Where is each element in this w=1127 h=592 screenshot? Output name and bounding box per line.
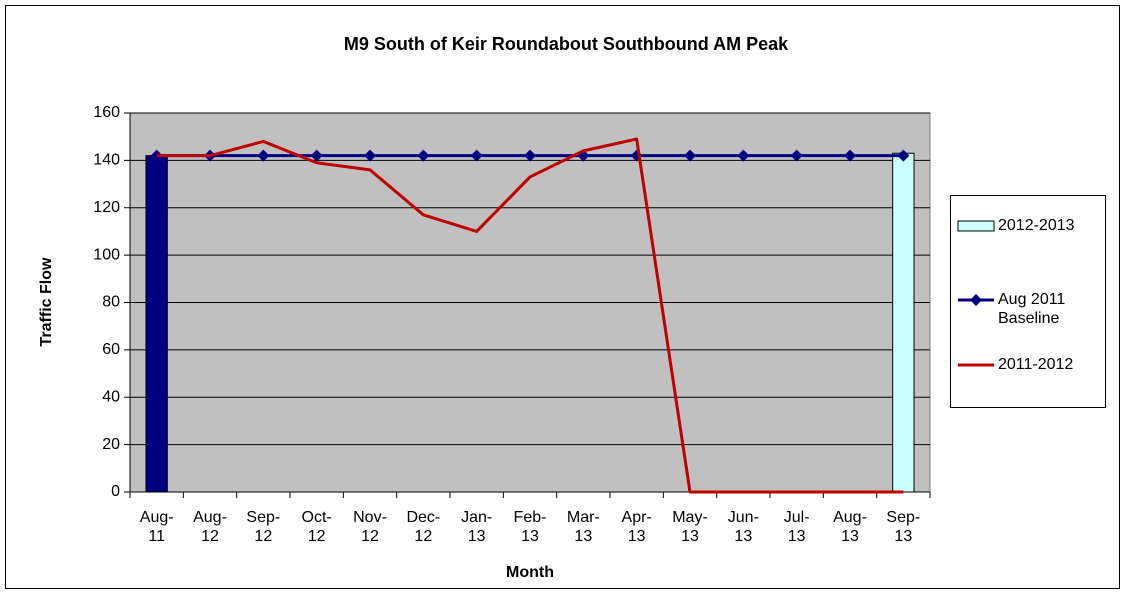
x-tick-label: Oct-12: [302, 509, 332, 545]
legend-label: Aug 2011 Baseline: [998, 291, 1065, 327]
y-tick-label: 100: [93, 246, 120, 263]
x-axis-label: Month: [506, 564, 554, 581]
marker: [844, 149, 856, 162]
marker: [737, 149, 750, 162]
marker: [364, 149, 376, 162]
y-tick-label: 0: [111, 483, 120, 500]
y-axis-label: Traffic Flow: [38, 257, 55, 346]
bar: [892, 152, 915, 493]
y-tick-label: 60: [102, 341, 120, 358]
marker: [684, 149, 696, 162]
x-tick-label: Aug-11: [140, 509, 174, 545]
bar: [145, 155, 168, 493]
legend-label: 2011-2012: [998, 356, 1073, 373]
marker: [790, 149, 803, 162]
marker: [897, 149, 910, 162]
y-tick-label: 160: [93, 104, 120, 121]
y-tick-label: 80: [102, 294, 120, 311]
marker: [257, 149, 270, 162]
x-tick-label: Aug-13: [833, 509, 867, 545]
y-tick-label: 20: [102, 436, 120, 453]
x-tick-label: Nov-12: [353, 509, 387, 545]
x-tick-label: Mar-13: [567, 509, 600, 545]
marker: [470, 149, 483, 162]
x-tick-label: Sep-12: [246, 509, 280, 545]
x-tick-label: Feb-13: [514, 509, 547, 545]
x-tick-label: Dec-12: [406, 509, 440, 545]
legend-label: 2012-2013: [998, 217, 1075, 234]
marker: [524, 149, 536, 162]
legend-marker: [970, 294, 982, 306]
x-tick-label: Jun-13: [728, 509, 759, 545]
line-series: [156, 137, 904, 494]
x-tick-label: May-13: [672, 509, 708, 545]
x-tick-label: Sep-13: [886, 509, 920, 545]
x-tick-label: Jul-13: [784, 509, 810, 545]
y-tick-label: 140: [93, 152, 120, 169]
y-tick-label: 120: [93, 199, 120, 216]
marker: [310, 149, 323, 162]
x-tick-label: Jan-13: [461, 509, 492, 545]
y-tick-label: 40: [102, 388, 120, 405]
x-tick-label: Apr-13: [622, 509, 652, 545]
marker: [417, 149, 430, 162]
chart-title: M9 South of Keir Roundabout Southbound A…: [344, 34, 789, 54]
x-tick-label: Aug-12: [193, 509, 227, 545]
legend-swatch: [957, 220, 995, 232]
